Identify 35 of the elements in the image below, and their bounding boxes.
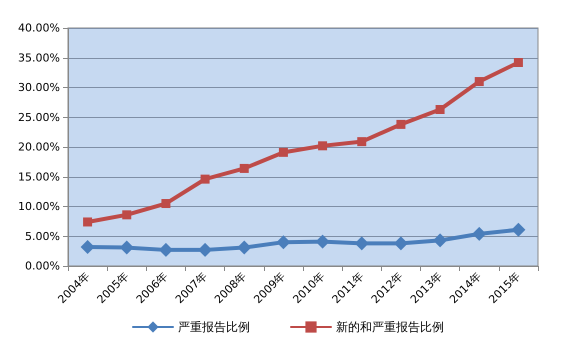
point: [511, 222, 526, 237]
point: [354, 236, 369, 250]
point: [316, 234, 330, 249]
point: [357, 137, 366, 146]
point: [394, 236, 408, 250]
point: [237, 240, 252, 255]
point: [198, 242, 212, 257]
point: [318, 141, 328, 150]
legend-label: 新的和严重报告比例: [336, 320, 444, 334]
point: [120, 240, 134, 255]
point: [161, 199, 170, 208]
point: [278, 148, 288, 157]
y-tick-label: 15.00%: [18, 170, 60, 184]
point: [436, 105, 445, 114]
y-tick-label: 30.00%: [18, 81, 60, 94]
point: [433, 233, 448, 248]
y-tick-label: 5.00%: [25, 230, 60, 243]
point: [158, 242, 173, 257]
point: [474, 77, 484, 86]
point: [240, 164, 249, 173]
y-tick-label: 10.00%: [18, 200, 60, 213]
point: [200, 174, 210, 184]
point: [122, 210, 132, 220]
legend-label: 严重报告比例: [178, 320, 250, 334]
y-tick-label: 35.00%: [18, 51, 60, 64]
y-tick-label: 40.00%: [18, 22, 60, 34]
y-tick-label: 20.00%: [18, 140, 60, 154]
point: [396, 120, 406, 129]
y-tick-label: 25.00%: [18, 110, 60, 124]
point: [514, 58, 523, 68]
y-tick-label: 0.00%: [25, 260, 60, 272]
point: [80, 240, 95, 254]
point: [276, 235, 290, 250]
point: [472, 226, 486, 241]
point: [83, 217, 92, 226]
